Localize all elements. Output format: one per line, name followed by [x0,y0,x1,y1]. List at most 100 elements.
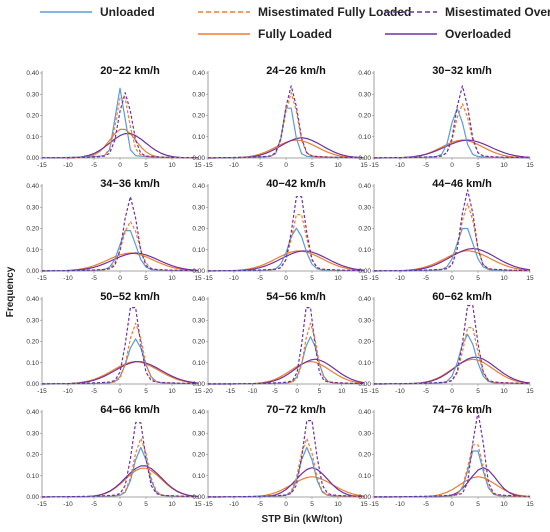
series-line [373,85,531,159]
y-tick-label: 0.30 [358,91,371,98]
y-tick-label: 0.40 [358,183,371,190]
x-tick-label: 0 [284,162,288,169]
series-line [374,358,531,385]
series-line [41,307,199,385]
y-tick-label: 0.20 [26,452,39,459]
y-tick-label: 0.00 [358,381,371,388]
x-tick-label: -10 [63,501,73,508]
series-line [208,467,365,498]
x-tick-label: 10 [500,501,508,508]
y-tick-label: 0.00 [358,268,371,275]
x-tick-label: -10 [63,162,73,169]
y-tick-label: 0.20 [358,113,371,120]
x-tick-label: 15 [360,275,368,282]
panel-title: 54−56 km/h [266,291,326,303]
y-tick-label: 0.20 [26,113,39,120]
y-tick-label: 0.40 [192,296,205,303]
x-tick-label: -5 [423,275,429,282]
y-tick-label: 0.30 [358,204,371,211]
x-tick-label: 5 [144,501,148,508]
panel-title: 24−26 km/h [266,65,326,77]
y-tick-label: 0.40 [26,183,39,190]
x-tick-label: 0 [295,388,299,395]
series-line [41,196,199,272]
chart-panel: 64−66 km/h 0.00 0.10 0.20 0.30 0.40 -15 -10 -5 0 5… [26,404,202,508]
y-tick-label: 0.30 [358,317,371,324]
y-tick-label: 0.00 [26,494,39,501]
chart-panel: 40−42 km/h 0.00 0.10 0.20 0.30 0.40 -15 -10 -5 0 5… [192,178,368,282]
legend-item: Unloaded [40,5,155,19]
series-line [374,227,531,272]
x-tick-label: 15 [526,388,534,395]
series-line [374,333,530,385]
series-line [374,139,531,159]
x-tick-label: 0 [284,275,288,282]
y-tick-label: 0.10 [358,134,371,141]
series-line [374,356,531,385]
series-line [42,322,199,385]
x-tick-label: -15 [369,388,379,395]
x-tick-label: -15 [226,388,236,395]
x-tick-label: 10 [168,275,176,282]
series-line [208,85,365,159]
y-tick-label: 0.40 [192,70,205,77]
x-tick-label: 15 [194,162,202,169]
x-tick-label: -10 [395,501,405,508]
y-tick-label: 0.20 [192,452,205,459]
y-tick-label: 0.00 [358,155,371,162]
series-line [42,92,199,159]
x-tick-label: 5 [476,501,480,508]
x-tick-label: 0 [450,275,454,282]
x-tick-label: -5 [423,388,429,395]
panel-title: 34−36 km/h [100,178,160,190]
panel-title: 60−62 km/h [432,291,492,303]
y-tick-label: 0.10 [192,247,205,254]
x-tick-label: 0 [450,388,454,395]
y-tick-label: 0.10 [192,134,205,141]
x-tick-label: -5 [91,275,97,282]
y-tick-label: 0.30 [26,317,39,324]
chart-panel: 30−32 km/h 0.00 0.10 0.20 0.30 0.40 -15 -10 -5 0 5… [358,65,534,169]
y-tick-label: 0.10 [358,247,371,254]
y-tick-label: 0.00 [192,494,205,501]
panel-title: 20−22 km/h [100,65,160,77]
y-tick-label: 0.20 [192,226,205,233]
series-line [41,252,199,272]
x-tick-label: -15 [203,501,213,508]
y-tick-label: 0.40 [192,183,205,190]
x-tick-label: -10 [248,388,258,395]
x-tick-label: -5 [91,388,97,395]
x-tick-label: -10 [395,275,405,282]
x-tick-label: 5 [144,275,148,282]
chart-panel: 74−76 km/h 0.00 0.10 0.20 0.30 0.40 -15 -10 -5 0 5… [358,404,534,508]
legend-label: Misestimated Fully Loaded [258,5,411,19]
x-tick-label: 10 [338,388,346,395]
x-tick-label: -15 [37,162,47,169]
x-tick-label: 10 [168,388,176,395]
x-tick-label: 5 [144,388,148,395]
chart-panel: 44−46 km/h 0.00 0.10 0.20 0.30 0.40 -15 -10 -5 0 5… [358,178,534,282]
y-tick-label: 0.40 [358,296,371,303]
x-tick-label: 10 [168,501,176,508]
series-line [373,189,531,272]
x-tick-label: -15 [203,275,213,282]
panel-title: 64−66 km/h [100,404,160,416]
chart-panel: 50−52 km/h 0.00 0.10 0.20 0.30 0.40 -15 -10 -5 0 5… [26,291,202,395]
series-line [42,437,198,498]
x-tick-label: 15 [194,501,202,508]
y-tick-label: 0.10 [26,247,39,254]
y-tick-label: 0.30 [26,91,39,98]
x-tick-label: -15 [369,275,379,282]
x-tick-label: -5 [423,501,429,508]
y-tick-label: 0.00 [26,268,39,275]
y-tick-label: 0.00 [26,381,39,388]
x-tick-label: -20 [203,388,213,395]
y-tick-label: 0.30 [192,430,205,437]
series-line [208,92,365,159]
x-tick-label: 5 [310,501,314,508]
panels: 20−22 km/h 0.00 0.10 0.20 0.30 0.40 -15 -10 -5 0 5… [26,65,534,508]
legend-item: Misestimated Overloaded [385,5,550,19]
x-tick-label: -15 [37,388,47,395]
chart-panel: 60−62 km/h 0.00 0.10 0.20 0.30 0.40 -15 -10 -5 0 5… [358,291,534,395]
y-tick-label: 0.20 [192,339,205,346]
